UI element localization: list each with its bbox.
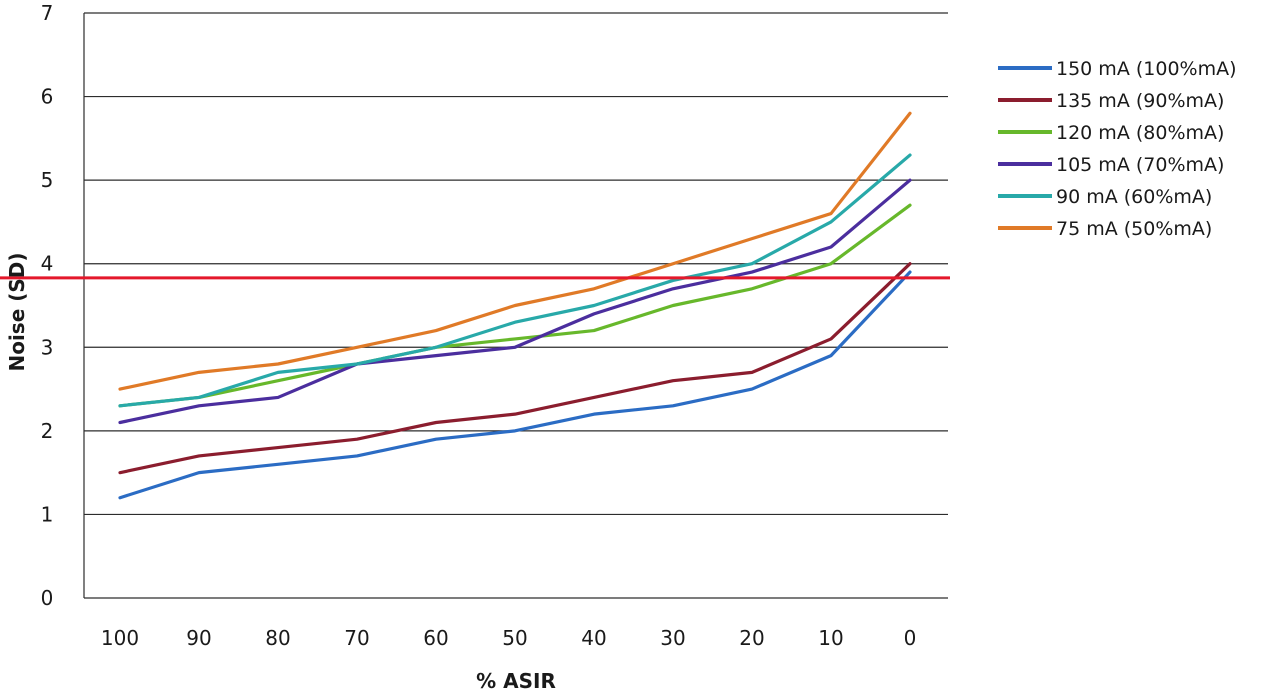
- y-tick-label: 5: [41, 168, 54, 192]
- legend-label: 105 mA (70%mA): [1056, 154, 1224, 176]
- x-tick-label: 50: [502, 626, 527, 650]
- series-line-6: [118, 111, 912, 391]
- series-line-5: [118, 153, 912, 408]
- y-tick-label: 3: [41, 335, 54, 359]
- series-line-3: [118, 203, 912, 408]
- legend-label: 75 mA (50%mA): [1056, 218, 1212, 240]
- y-axis-ticks: 0 1 2 3 4 5 6 7: [41, 1, 54, 610]
- legend-label: 150 mA (100%mA): [1056, 58, 1237, 80]
- x-tick-label: 70: [344, 626, 369, 650]
- legend-label: 135 mA (90%mA): [1056, 90, 1224, 112]
- x-tick-label: 90: [186, 626, 211, 650]
- series-line-4: [118, 178, 912, 425]
- x-tick-label: 30: [660, 626, 685, 650]
- y-tick-label: 2: [41, 419, 54, 443]
- x-tick-label: 10: [818, 626, 843, 650]
- gridlines: [83, 12, 948, 599]
- x-tick-label: 20: [739, 626, 764, 650]
- y-tick-label: 0: [41, 586, 54, 610]
- x-tick-label: 80: [265, 626, 290, 650]
- x-tick-label: 0: [904, 626, 917, 650]
- y-axis-title: Noise (SD): [5, 252, 29, 371]
- series-line-2: [118, 262, 912, 475]
- legend-label: 120 mA (80%mA): [1056, 122, 1224, 144]
- y-tick-label: 7: [41, 1, 54, 25]
- series-lines: [118, 111, 912, 500]
- x-tick-label: 100: [101, 626, 139, 650]
- legend-label: 90 mA (60%mA): [1056, 186, 1212, 208]
- x-tick-label: 40: [581, 626, 606, 650]
- y-tick-label: 6: [41, 85, 54, 109]
- x-tick-label: 60: [423, 626, 448, 650]
- x-axis-title: % ASIR: [476, 669, 556, 693]
- series-line-1: [118, 270, 912, 500]
- x-axis-ticks: 100 90 80 70 60 50 40 30 20 10 0: [101, 626, 916, 650]
- y-tick-label: 1: [41, 502, 54, 526]
- y-tick-label: 4: [41, 252, 54, 276]
- legend: 150 mA (100%mA) 135 mA (90%mA) 120 mA (80%…: [998, 58, 1237, 240]
